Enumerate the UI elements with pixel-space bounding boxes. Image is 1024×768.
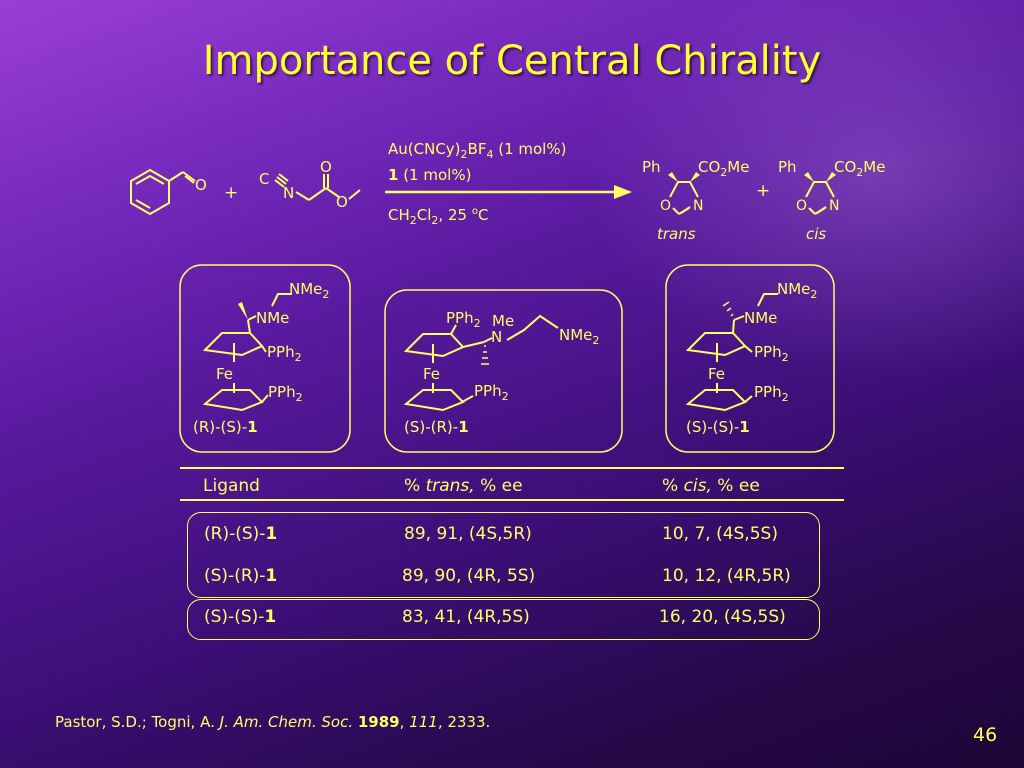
- hashed-wedge-ss: [722, 301, 734, 317]
- ligand-sr-me: Me: [492, 312, 514, 330]
- ligand-box-ss: [665, 264, 835, 453]
- ligand-rs-fe: Fe: [216, 365, 233, 383]
- ligand-rs-nme2: NMe2: [289, 280, 329, 301]
- ligand-box-rs: [179, 264, 351, 453]
- ligand-rs-nme: NMe: [256, 309, 289, 327]
- plus-sign-1: +: [224, 183, 238, 203]
- ferrocene-sr: [403, 314, 559, 412]
- cis-oxazoline: [805, 181, 835, 215]
- slide-title: Importance of Central Chirality: [202, 38, 822, 84]
- table-row-2-ligand: (S)-(R)-1: [204, 566, 278, 586]
- citation: Pastor, S.D.; Togni, A. J. Am. Chem. Soc…: [55, 713, 491, 731]
- cis-ph: Ph: [778, 158, 797, 176]
- cis-co2me: CO2Me: [834, 158, 885, 179]
- solvent-text: CH2Cl2, 25 oC: [388, 206, 488, 227]
- arrow-head: [614, 185, 632, 199]
- ligand-rs-pph2-upper: PPh2: [267, 343, 302, 364]
- hashed-wedge-sr: [481, 345, 489, 365]
- page-number: 46: [973, 724, 998, 746]
- isocyanide-c: C: [259, 170, 269, 188]
- trans-oxazoline: [669, 181, 699, 215]
- highlight-box-rows-1-2: [187, 512, 820, 598]
- highlight-box-row-3: [187, 599, 820, 640]
- ester-carbonyl-o: O: [320, 158, 332, 176]
- ligand-loading-text: 1 (1 mol%): [388, 166, 471, 184]
- ferrocene-ss: [685, 293, 778, 412]
- cis-ring-n: N: [829, 198, 839, 214]
- cis-ring-o: O: [796, 198, 807, 214]
- trans-ring-n: N: [693, 198, 703, 214]
- ester-o: O: [336, 193, 348, 211]
- ligand-sr-nme2: NMe2: [559, 326, 599, 347]
- table-row-2-trans: 89, 90, (4R, 5S): [402, 566, 536, 586]
- ligand-ss-fe: Fe: [708, 365, 725, 383]
- table-row-3-ligand: (S)-(S)-1: [204, 607, 277, 627]
- ligand-sr-label: (S)-(R)-1: [404, 418, 469, 436]
- ligand-sr-n: N: [491, 328, 502, 346]
- ligand-rs-pph2-lower: PPh2: [268, 383, 303, 404]
- trans-label: trans: [657, 225, 696, 243]
- trans-ph: Ph: [642, 158, 661, 176]
- ligand-ss-label: (S)-(S)-1: [686, 418, 750, 436]
- ligand-rs-label: (R)-(S)-1: [193, 418, 258, 436]
- ligand-ss-pph2-lower: PPh2: [754, 383, 789, 404]
- ligand-sr-pph2-upper: PPh2: [446, 309, 481, 330]
- aldehyde-o: O: [195, 176, 207, 194]
- cis-label: cis: [806, 225, 826, 243]
- table-row-2-cis: 10, 12, (4R,5R): [662, 566, 791, 586]
- ligand-sr-pph2-lower: PPh2: [474, 382, 509, 403]
- ligand-box-sr: [384, 289, 623, 453]
- ligand-ss-pph2-upper: PPh2: [754, 343, 789, 364]
- header-ligand: Ligand: [203, 476, 260, 496]
- header-trans: % trans, % ee: [404, 476, 523, 496]
- table-row-1-cis: 10, 7, (4S,5S): [662, 524, 778, 544]
- trans-co2me: CO2Me: [698, 158, 749, 179]
- ligand-ss-nme2: NMe2: [777, 280, 817, 301]
- ligand-sr-fe: Fe: [423, 365, 440, 383]
- header-cis: % cis, % ee: [662, 476, 760, 496]
- table-row-1-trans: 89, 91, (4S,5R): [404, 524, 532, 544]
- catalyst-text: Au(CNCy)2BF4 (1 mol%): [388, 140, 566, 161]
- table-row-1-ligand: (R)-(S)-1: [204, 524, 278, 544]
- trans-ring-o: O: [660, 198, 671, 214]
- plus-sign-2: +: [756, 181, 770, 201]
- ferrocene-rs: [202, 293, 292, 412]
- ligand-ss-nme: NMe: [744, 309, 777, 327]
- table-row-3-trans: 83, 41, (4R,5S): [402, 607, 530, 627]
- table-row-3-cis: 16, 20, (4S,5S): [659, 607, 786, 627]
- isocyanide-n: N: [283, 184, 294, 202]
